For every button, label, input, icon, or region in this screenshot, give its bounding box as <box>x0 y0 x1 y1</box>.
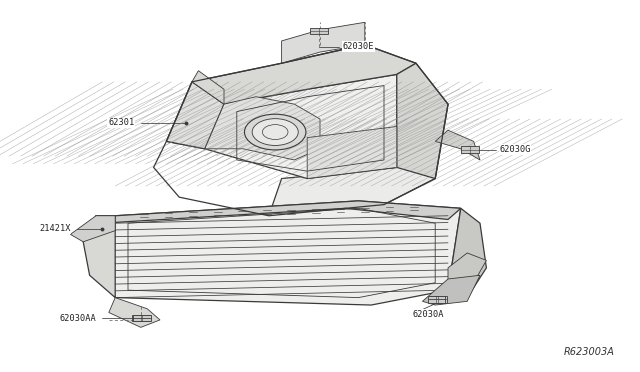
Polygon shape <box>70 216 115 242</box>
Polygon shape <box>166 82 224 149</box>
Circle shape <box>252 119 298 145</box>
Polygon shape <box>422 275 480 305</box>
Text: 62030AA: 62030AA <box>60 314 96 323</box>
Polygon shape <box>448 208 486 298</box>
Bar <box>461 147 479 153</box>
Bar <box>429 296 447 302</box>
Bar <box>310 28 328 34</box>
Text: 62301: 62301 <box>108 118 134 127</box>
Polygon shape <box>205 74 397 179</box>
Polygon shape <box>96 201 461 305</box>
Text: R623003A: R623003A <box>564 347 614 357</box>
Text: 62030G: 62030G <box>499 145 531 154</box>
Polygon shape <box>192 45 416 104</box>
Circle shape <box>244 114 306 150</box>
Polygon shape <box>205 97 320 160</box>
Polygon shape <box>282 22 365 63</box>
Bar <box>428 296 445 302</box>
Bar <box>133 315 151 321</box>
Text: 62030E: 62030E <box>342 42 374 51</box>
Polygon shape <box>307 126 397 179</box>
Polygon shape <box>397 63 448 179</box>
Polygon shape <box>269 45 448 216</box>
Polygon shape <box>448 253 486 290</box>
Polygon shape <box>109 298 160 327</box>
Polygon shape <box>83 216 115 298</box>
Bar <box>132 315 150 321</box>
Polygon shape <box>192 71 224 104</box>
Text: 21421X: 21421X <box>39 224 70 233</box>
Text: 62030A: 62030A <box>413 310 444 319</box>
Polygon shape <box>435 130 480 160</box>
Polygon shape <box>96 201 461 223</box>
Polygon shape <box>166 82 224 149</box>
